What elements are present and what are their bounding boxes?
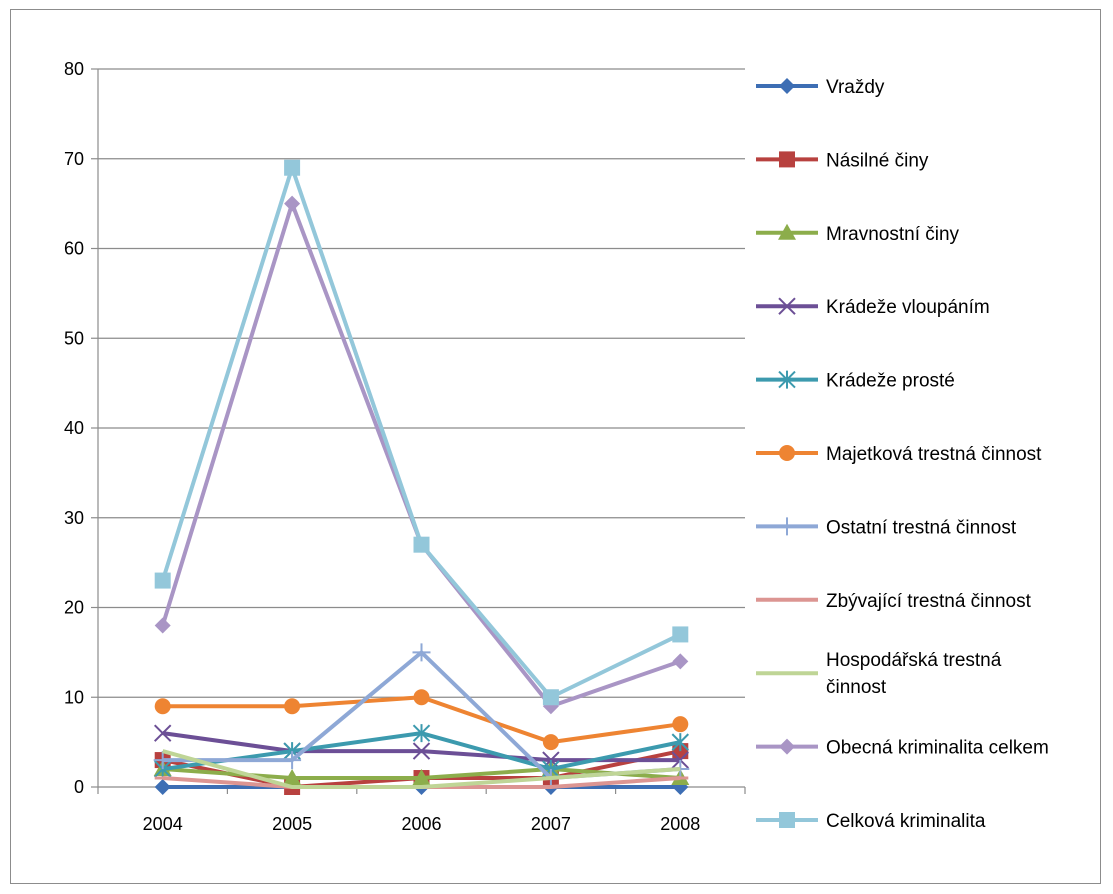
legend: Vraždy Násilné činy Mravnostní činy Krádeže… <box>756 77 1049 832</box>
data-point-majetkova-trestna-cinnost <box>413 689 430 706</box>
legend-item-celkova-kriminalita: Celková kriminalita <box>756 811 986 832</box>
y-tick-label: 50 <box>64 328 84 348</box>
legend-item-vrazdy: Vraždy <box>756 77 885 98</box>
legend-item-hospodarska-trestna-cinnost: Hospodářská trestná činnost <box>756 650 1002 698</box>
data-point-celkova-kriminalita <box>542 689 559 706</box>
legend-label: Zbývající trestná činnost <box>826 591 1032 612</box>
x-tick-label: 2006 <box>401 814 441 834</box>
y-tick-label: 0 <box>74 777 84 797</box>
x-tick-label: 2008 <box>660 814 700 834</box>
data-point-vrazdy <box>154 779 171 795</box>
data-point-ostatni-trestna-cinnost <box>283 751 302 770</box>
legend-label: Krádeže vloupáním <box>826 297 990 318</box>
legend-item-obecna-kriminalita-celkem: Obecná kriminalita celkem <box>756 738 1049 759</box>
y-tick-label: 20 <box>64 598 84 618</box>
data-point-kradeze-vloupanim <box>412 742 431 760</box>
y-tick-label: 70 <box>64 149 84 169</box>
legend-marker <box>778 517 796 536</box>
legend-marker <box>778 297 796 315</box>
data-point-kradeze-proste <box>412 724 431 743</box>
legend-item-nasilne-ciny: Násilné činy <box>756 150 929 171</box>
y-tick-label: 40 <box>64 418 84 438</box>
legend-label: Násilné činy <box>826 150 929 171</box>
legend-label: Obecná kriminalita celkem <box>826 738 1049 759</box>
legend-label: Majetková trestná činnost <box>826 444 1042 465</box>
data-point-majetkova-trestna-cinnost <box>154 698 171 715</box>
data-point-ostatni-trestna-cinnost <box>153 751 172 770</box>
legend-label: Hospodářská trestná <box>826 650 1002 671</box>
series-line-hospodarska-trestna-cinnost <box>162 749 681 789</box>
legend-marker <box>779 151 795 168</box>
legend-item-kradeze-vloupanim: Krádeže vloupáním <box>756 297 990 318</box>
data-point-celkova-kriminalita <box>672 626 689 643</box>
y-tick-label: 10 <box>64 687 84 707</box>
series-hospodarska-trestna-cinnost <box>162 749 681 789</box>
x-tick-label: 2007 <box>531 814 571 834</box>
data-point-mravnostni-ciny <box>283 769 302 786</box>
data-point-majetkova-trestna-cinnost <box>672 716 689 733</box>
data-point-obecna-kriminalita-celkem <box>284 195 301 212</box>
data-point-majetkova-trestna-cinnost <box>284 698 301 715</box>
data-point-obecna-kriminalita-celkem <box>154 617 171 634</box>
legend-marker <box>779 812 795 828</box>
legend-marker <box>779 738 795 755</box>
legend-item-mravnostni-ciny: Mravnostní činy <box>756 223 960 245</box>
y-tick-label: 80 <box>64 59 84 79</box>
legend-item-majetkova-trestna-cinnost: Majetková trestná činnost <box>756 444 1042 465</box>
data-point-celkova-kriminalita <box>284 159 301 176</box>
legend-marker <box>778 223 796 240</box>
data-point-obecna-kriminalita-celkem <box>672 653 689 670</box>
x-tick-label: 2004 <box>143 814 183 834</box>
y-tick-label: 60 <box>64 239 84 259</box>
series-majetkova-trestna-cinnost <box>154 689 689 751</box>
legend-label: Vraždy <box>826 77 885 98</box>
data-point-celkova-kriminalita <box>413 536 430 553</box>
legend-marker <box>779 78 795 94</box>
series-line-celkova-kriminalita <box>160 165 682 700</box>
data-point-celkova-kriminalita <box>154 572 171 589</box>
data-point-majetkova-trestna-cinnost <box>542 734 559 751</box>
legend-label: Krádeže prosté <box>826 371 955 392</box>
series-line-obecna-kriminalita-celkem <box>160 201 681 709</box>
y-tick-label: 30 <box>64 508 84 528</box>
legend-item-kradeze-proste: Krádeže prosté <box>756 370 955 392</box>
y-axis-ticks: 0 10 20 30 40 50 60 70 80 <box>64 59 98 797</box>
gridlines <box>98 68 745 698</box>
series-layer <box>153 159 690 795</box>
legend-item-zbyvajici-trestna-cinnost: Zbývající trestná činnost <box>756 591 1032 612</box>
legend-marker <box>779 445 795 461</box>
legend-label: Celková kriminalita <box>826 811 986 832</box>
series-celkova-kriminalita <box>154 159 689 706</box>
legend-label: Mravnostní činy <box>826 224 960 245</box>
data-point-ostatni-trestna-cinnost <box>412 643 431 662</box>
data-point-kradeze-proste <box>671 733 690 752</box>
data-point-kradeze-vloupanim <box>153 724 172 742</box>
legend-item-ostatni-trestna-cinnost: Ostatní trestná činnost <box>756 517 1017 538</box>
legend-label: Ostatní trestná činnost <box>826 517 1017 538</box>
x-tick-label: 2005 <box>272 814 312 834</box>
legend-marker <box>778 370 796 389</box>
data-point-mravnostni-ciny <box>412 769 431 786</box>
x-axis-ticks: 2004 2005 2006 2007 2008 <box>97 787 746 834</box>
series-obecna-kriminalita-celkem <box>154 195 689 715</box>
legend-label: činnost <box>826 677 887 698</box>
